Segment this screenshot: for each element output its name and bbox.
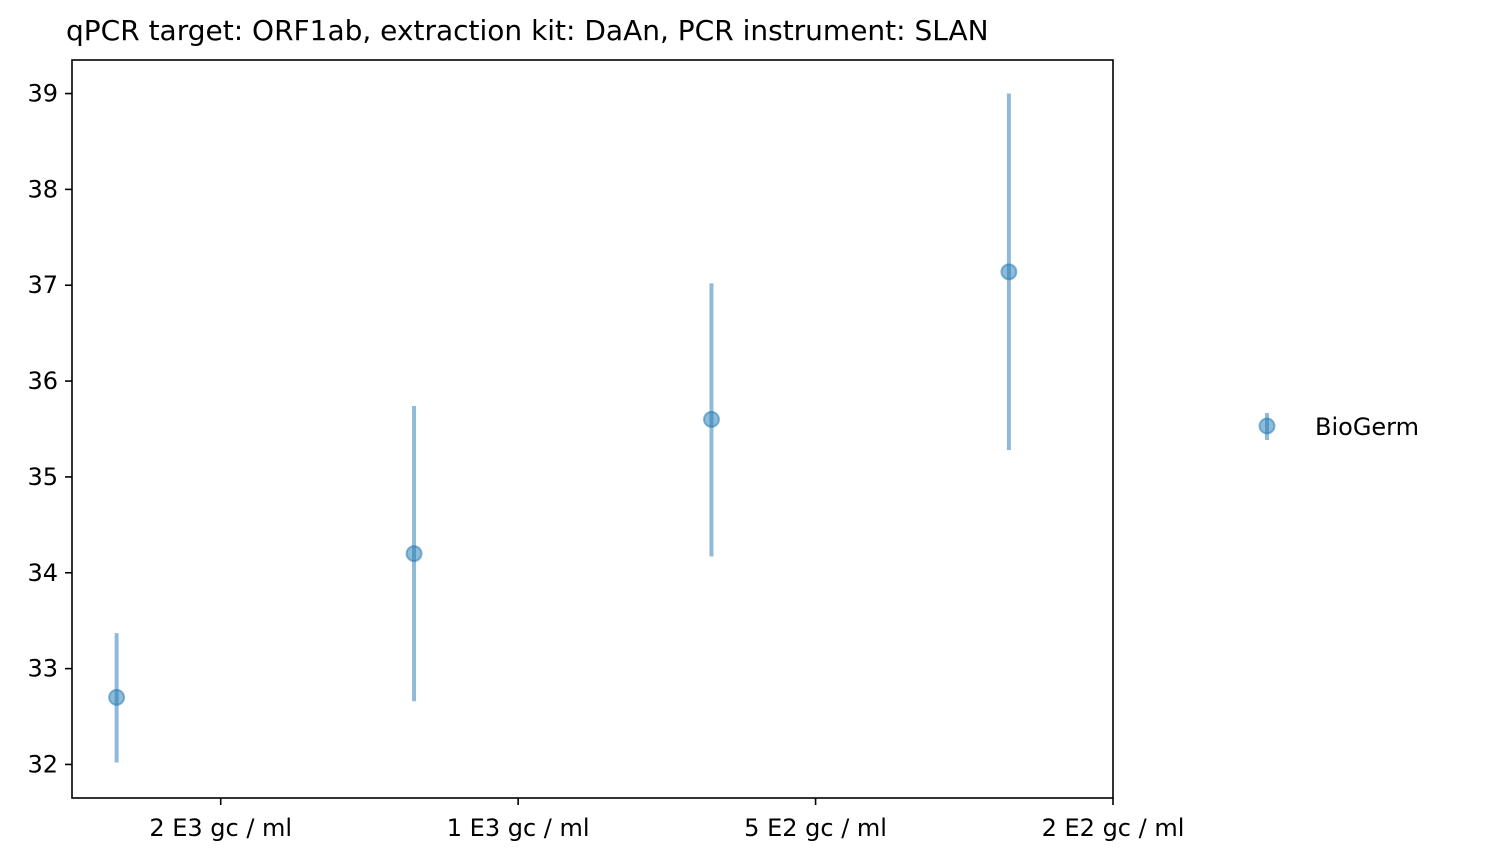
y-tick-label: 32 xyxy=(27,750,58,778)
data-point xyxy=(1000,263,1018,281)
x-tick-label: 1 E3 gc / ml xyxy=(447,814,590,842)
y-tick-label: 35 xyxy=(27,463,58,491)
plot-area-frame xyxy=(71,59,1114,799)
data-point xyxy=(108,688,126,706)
y-tick-label: 39 xyxy=(27,80,58,108)
x-tick-label: 2 E2 gc / ml xyxy=(1042,814,1185,842)
y-tick-label: 37 xyxy=(27,271,58,299)
x-tick-label: 2 E3 gc / ml xyxy=(149,814,292,842)
y-tick-label: 36 xyxy=(27,367,58,395)
legend-marker xyxy=(1258,417,1276,435)
data-point xyxy=(405,545,423,563)
x-tick-label: 5 E2 gc / ml xyxy=(744,814,887,842)
legend-label: BioGerm xyxy=(1315,413,1419,441)
y-tick-label: 34 xyxy=(27,559,58,587)
y-tick-label: 38 xyxy=(27,175,58,203)
y-tick-label: 33 xyxy=(27,655,58,683)
data-point xyxy=(702,410,720,428)
legend: BioGerm xyxy=(1258,413,1419,441)
chart-title: qPCR target: ORF1ab, extraction kit: DaA… xyxy=(66,14,989,47)
